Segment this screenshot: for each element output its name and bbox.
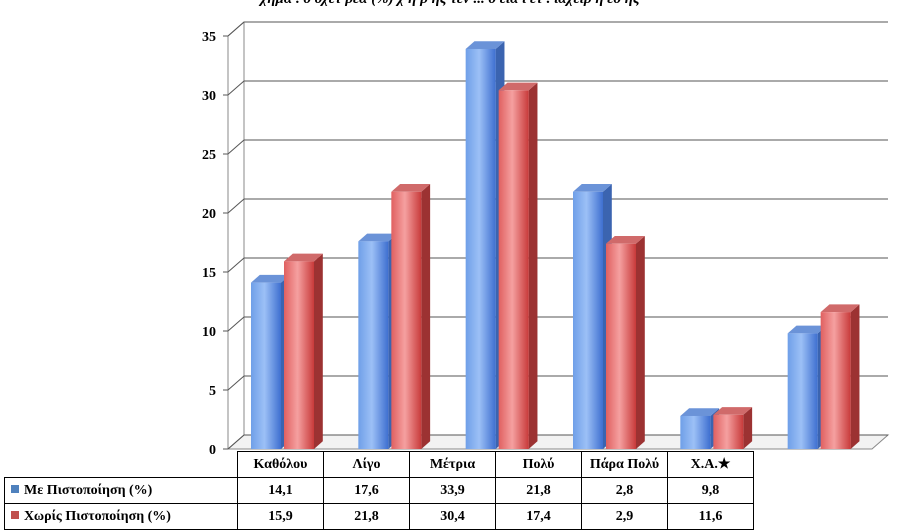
- bar: [820, 304, 860, 449]
- data-label: 14,1: [237, 477, 324, 504]
- bar-top: [606, 235, 645, 244]
- bar-top: [251, 274, 290, 283]
- data-label: 2,9: [581, 503, 668, 530]
- bar-front: [284, 261, 314, 449]
- bar: [284, 253, 323, 449]
- y-tick-label: 30: [202, 89, 216, 104]
- data-label: 9,8: [667, 477, 754, 504]
- table-header-row: Καθόλου Λίγο Μέτρια Πολύ Πάρα Πολύ Χ.Α.★: [5, 451, 754, 478]
- bar-front: [606, 243, 636, 449]
- bar-top: [465, 41, 505, 49]
- bar: [498, 82, 538, 449]
- y-tick-label: 35: [202, 30, 216, 45]
- category-label: Πάρα Πολύ: [581, 451, 668, 478]
- y-axis: 0 5 10 15 20 25 30 35: [202, 30, 228, 458]
- bar-top: [787, 325, 827, 334]
- bar-side: [636, 235, 645, 449]
- gridline: [227, 434, 888, 450]
- bar: [606, 235, 645, 449]
- legend-entry: Με Πιστοποίηση (%): [4, 477, 238, 504]
- bar: [465, 41, 505, 449]
- data-label: 17,4: [495, 503, 582, 530]
- bars: [251, 41, 860, 449]
- category-label: Πολύ: [495, 451, 582, 478]
- data-label: 15,9: [237, 503, 324, 530]
- series-name: Χωρίς Πιστοποίηση (%): [24, 508, 171, 524]
- bar-top: [680, 408, 720, 416]
- y-tick-label: 10: [202, 325, 216, 340]
- bar-side: [421, 184, 431, 449]
- legend-swatch: [11, 484, 19, 493]
- gridline: [227, 257, 888, 273]
- y-tick-label: 5: [209, 384, 216, 399]
- y-tick-label: 20: [202, 207, 216, 222]
- category-label: Καθόλου: [237, 451, 324, 478]
- bar-front: [713, 414, 744, 449]
- table-row: Χωρίς Πιστοποίηση (%) 15,9 21,8 30,4 17,…: [4, 503, 754, 530]
- gridline: [227, 316, 888, 332]
- gridlines: [227, 21, 888, 450]
- legend-entry: Χωρίς Πιστοποίηση (%): [4, 503, 238, 530]
- gridline: [227, 375, 888, 391]
- bar-front: [573, 191, 603, 449]
- data-label: 17,6: [323, 477, 410, 504]
- bar-front: [358, 241, 389, 449]
- gridline: [227, 139, 888, 155]
- data-label: 2,8: [581, 477, 668, 504]
- bar-top: [284, 253, 323, 262]
- table-row: Με Πιστοποίηση (%) 14,1 17,6 33,9 21,8 2…: [4, 477, 754, 504]
- category-label: Μέτρια: [409, 451, 496, 478]
- series-name: Με Πιστοποίηση (%): [24, 482, 153, 498]
- data-label: 30,4: [409, 503, 496, 530]
- bar-front: [251, 282, 281, 449]
- bar-front: [680, 415, 711, 449]
- y-tick-label: 0: [209, 443, 216, 458]
- category-label: Χ.Α.★: [667, 451, 754, 478]
- gridline: [227, 198, 888, 214]
- bar-top: [498, 82, 538, 91]
- bar-front: [820, 312, 851, 449]
- bar-front: [787, 333, 818, 449]
- bar-top: [713, 407, 753, 415]
- bar-top: [573, 184, 612, 192]
- bar-top: [820, 304, 860, 313]
- y-tick-label: 15: [202, 266, 216, 281]
- bar-side: [528, 82, 538, 449]
- y-tick-label: 25: [202, 148, 216, 163]
- bar-front: [391, 191, 422, 449]
- category-label: Λίγο: [323, 451, 410, 478]
- bar-side: [314, 253, 323, 449]
- gridline: [227, 21, 888, 37]
- bar: [713, 407, 753, 449]
- bar-top: [358, 233, 398, 242]
- bar-front: [498, 90, 529, 449]
- bar: [358, 233, 398, 449]
- bar-side: [850, 304, 860, 449]
- bar: [680, 408, 720, 449]
- bar-top: [391, 184, 431, 192]
- bar: [787, 325, 827, 449]
- gridline: [227, 80, 888, 96]
- bar: [251, 274, 290, 449]
- data-label: 33,9: [409, 477, 496, 504]
- bar-front: [465, 48, 496, 449]
- data-label: 11,6: [667, 503, 754, 530]
- bar: [391, 184, 431, 449]
- data-label: 21,8: [323, 503, 410, 530]
- bar-side: [743, 407, 753, 449]
- data-label: 21,8: [495, 477, 582, 504]
- chart-title: χήμα . ο οχετ ρέα (%) χ ή ρ ής τεν ... ο…: [0, 0, 900, 8]
- bar: [573, 184, 612, 449]
- legend-swatch: [11, 510, 19, 519]
- data-table: Καθόλου Λίγο Μέτρια Πολύ Πάρα Πολύ Χ.Α.★…: [4, 451, 754, 530]
- table-corner: [5, 452, 238, 478]
